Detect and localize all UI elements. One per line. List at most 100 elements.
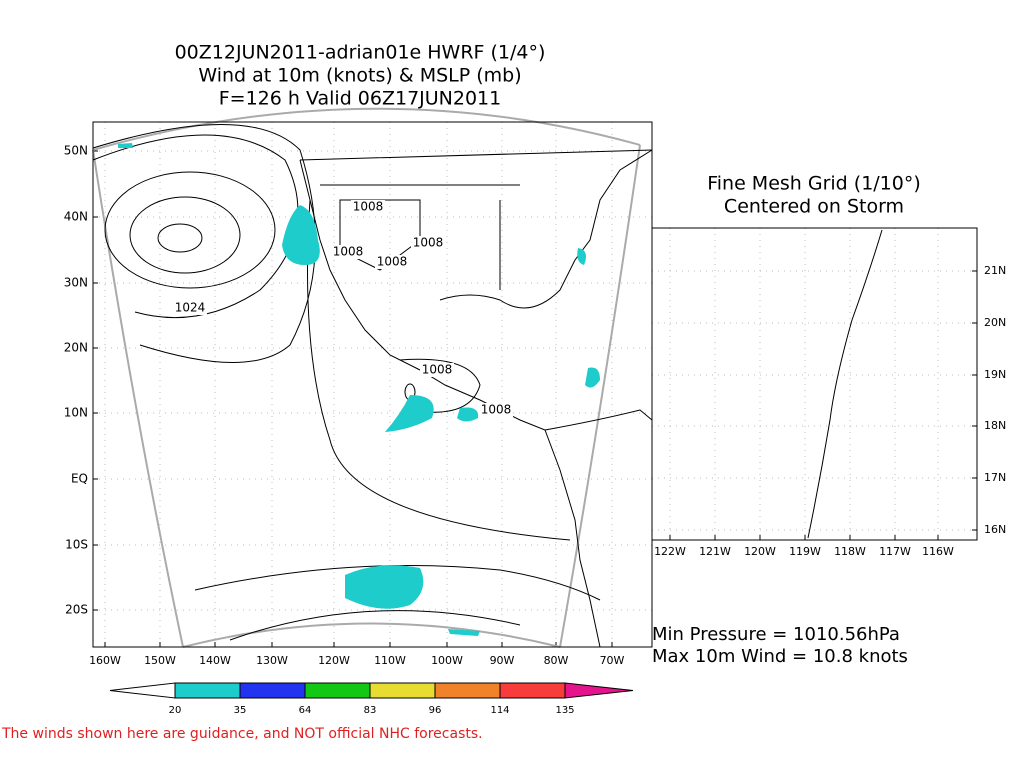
lon-label: 70W — [600, 654, 625, 667]
inset-lon-label: 121W — [699, 545, 731, 558]
contour — [307, 199, 571, 541]
chart-title: F=126 h Valid 06Z17JUN2011 — [219, 88, 502, 110]
chart-title: Wind at 10m (knots) & MSLP (mb) — [198, 65, 521, 87]
wind-area — [282, 205, 320, 265]
contour-label-bg — [411, 236, 445, 250]
contour-label: 1008 — [481, 403, 512, 417]
colorbar-label: 83 — [364, 705, 377, 716]
contour-label: 1008 — [333, 245, 364, 259]
lat-label: 50N — [64, 144, 88, 158]
colorbar-segment — [499, 682, 566, 699]
inset-lat-label: 16N — [984, 523, 1006, 536]
colorbar-segment — [369, 682, 436, 699]
contour-label: 1008 — [353, 200, 384, 214]
lat-label: 20N — [64, 341, 88, 355]
lon-label: 160W — [89, 654, 121, 667]
contour-label-bg — [420, 363, 454, 377]
labels: 00Z12JUN2011-adrian01e HWRF (1/4°)Wind a… — [1, 42, 1006, 743]
contour-label: 1024 — [175, 301, 206, 315]
inset-lon-label: 118W — [834, 545, 866, 558]
projection-edges — [92, 107, 641, 648]
inset-lon-label: 117W — [879, 545, 911, 558]
inset-title: Centered on Storm — [724, 196, 904, 218]
inset-lon-label: 122W — [654, 545, 686, 558]
inset-lon-label: 116W — [922, 545, 954, 558]
lat-label: EQ — [71, 472, 88, 486]
domain-edge-bottom — [182, 622, 561, 648]
wind-area — [118, 143, 133, 148]
inset-lat-label: 20N — [984, 316, 1006, 329]
contour-label: 1008 — [422, 363, 453, 377]
colorbar-label: 64 — [299, 705, 312, 716]
storm-stat: Min Pressure = 1010.56hPa — [652, 624, 900, 645]
lat-label: 40N — [64, 210, 88, 224]
colorbar-label: 114 — [490, 705, 509, 716]
colorbar-segment — [304, 682, 371, 699]
colorbar-segment — [434, 682, 501, 699]
inset-lat-label: 21N — [984, 264, 1006, 277]
lon-label: 80W — [544, 654, 569, 667]
storm-stat: Max 10m Wind = 10.8 knots — [652, 646, 908, 667]
coastlines — [299, 149, 653, 648]
contour-label-bg — [375, 255, 409, 269]
colorbar-label: 96 — [429, 705, 442, 716]
domain-edge-left — [92, 149, 184, 648]
wind-shading — [118, 143, 600, 636]
lon-label: 150W — [144, 654, 176, 667]
wind-area — [385, 395, 434, 432]
inset-lon-label: 120W — [744, 545, 776, 558]
contour-label-bg — [351, 200, 385, 214]
inset-lat-label: 19N — [984, 368, 1006, 381]
contour-label-bg — [173, 301, 207, 315]
wind-area — [585, 367, 600, 388]
contour-label-bg — [331, 245, 365, 259]
inset-grid — [652, 228, 977, 540]
colorbar-label: 135 — [555, 705, 574, 716]
lon-label: 110W — [374, 654, 406, 667]
colorbar-label: 35 — [234, 705, 247, 716]
lon-label: 90W — [490, 654, 515, 667]
contour — [129, 196, 241, 274]
disclaimer: The winds shown here are guidance, and N… — [1, 726, 483, 742]
contour — [104, 171, 276, 289]
contour — [229, 610, 521, 641]
wind-area — [457, 407, 479, 422]
domain-edge-top — [92, 107, 641, 151]
contour — [399, 358, 481, 413]
lon-label: 130W — [256, 654, 288, 667]
lon-label: 140W — [199, 654, 231, 667]
inset-lat-label: 17N — [984, 471, 1006, 484]
lat-label: 10N — [64, 406, 88, 420]
map-grid — [93, 122, 652, 647]
coastline — [439, 149, 653, 309]
lat-label: 20S — [65, 603, 88, 617]
inset-title: Fine Mesh Grid (1/10°) — [707, 173, 921, 195]
contour-label-bg — [479, 403, 513, 417]
contour-label: 1008 — [413, 236, 444, 250]
lat-label: 30N — [64, 276, 88, 290]
lat-label: 10S — [65, 538, 88, 552]
colorbar-label: 20 — [169, 705, 182, 716]
chart-title: 00Z12JUN2011-adrian01e HWRF (1/4°) — [175, 42, 546, 64]
coastline — [544, 409, 653, 431]
borders — [299, 149, 653, 290]
coastline — [299, 159, 601, 648]
inset-lat-label: 18N — [984, 419, 1006, 432]
colorbar-high — [564, 682, 634, 699]
contour-label: 1008 — [377, 255, 408, 269]
inset-lon-label: 119W — [789, 545, 821, 558]
contour — [194, 565, 601, 601]
inset-frame — [651, 227, 978, 541]
wind-area — [448, 629, 480, 636]
lon-label: 120W — [318, 654, 350, 667]
storm-track — [807, 229, 883, 539]
lon-label: 100W — [431, 654, 463, 667]
wind-area — [577, 248, 586, 265]
wind-area — [345, 565, 424, 609]
colorbar-segment — [174, 682, 241, 699]
contour — [157, 223, 203, 253]
domain-edge-right — [559, 144, 641, 648]
colorbar-segment — [239, 682, 306, 699]
